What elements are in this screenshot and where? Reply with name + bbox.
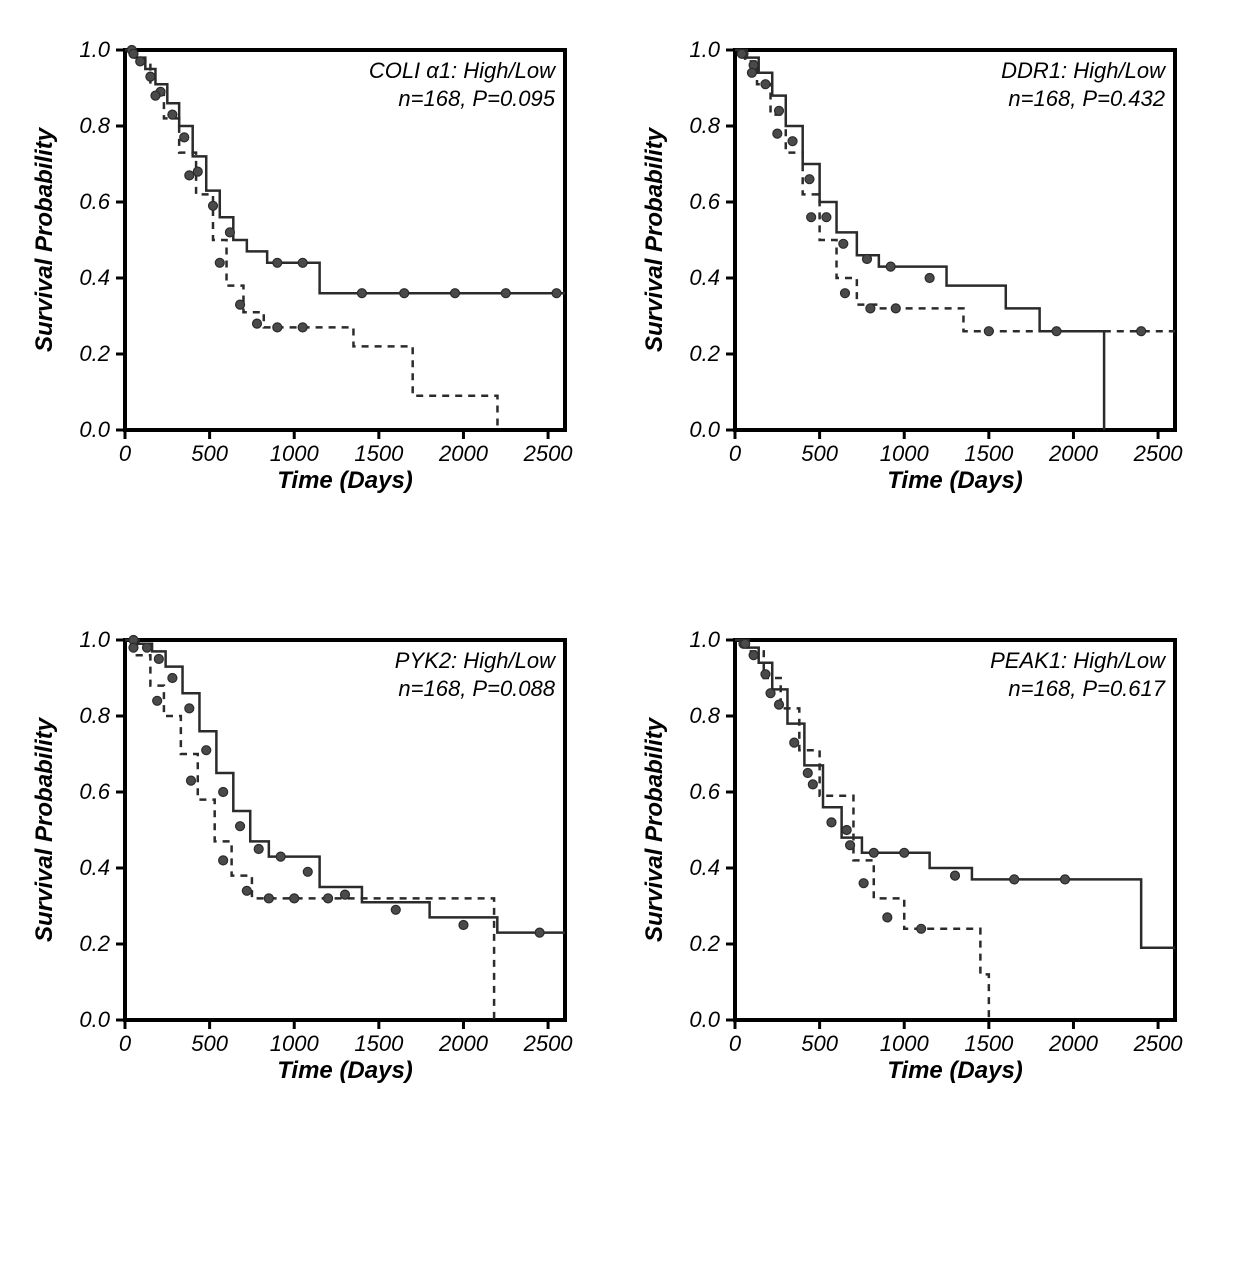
y-tick-label: 0.8: [79, 113, 110, 138]
x-tick-label: 1000: [880, 1031, 930, 1056]
x-tick-label: 500: [191, 441, 228, 466]
y-tick-label: 0.8: [79, 703, 110, 728]
stats-annotation: n=168, P=0.088: [398, 676, 555, 701]
x-axis-label: Time (Days): [887, 1057, 1023, 1084]
survival-panel: 0 500 1000 1500 2000 2500 0.0 0.2 0.4 0.6 0.8 1.0 Ti…: [640, 620, 1200, 1090]
panel-wrapper: 0 500 1000 1500 2000 2500 0.0 0.2 0.4 0.6 0.8 1.0 Ti…: [640, 30, 1210, 500]
x-tick-label: 1500: [964, 441, 1014, 466]
x-tick-label: 0: [119, 441, 132, 466]
y-tick-label: 0.2: [79, 931, 110, 956]
x-tick-label: 500: [801, 1031, 838, 1056]
x-axis-label: Time (Days): [277, 1057, 413, 1084]
y-tick-label: 0.0: [689, 1007, 720, 1032]
y-tick-label: 1.0: [689, 627, 720, 652]
x-tick-label: 2000: [1048, 441, 1099, 466]
x-axis-label: Time (Days): [277, 467, 413, 494]
x-tick-label: 1000: [880, 441, 930, 466]
y-tick-label: 0.0: [79, 417, 110, 442]
y-axis-label: Survival Probability: [641, 126, 668, 352]
y-axis-label: Survival Probability: [641, 716, 668, 942]
x-tick-label: 500: [191, 1031, 228, 1056]
x-tick-label: 1000: [270, 1031, 320, 1056]
y-tick-label: 1.0: [689, 37, 720, 62]
x-tick-label: 500: [801, 441, 838, 466]
x-tick-label: 1500: [354, 441, 404, 466]
x-tick-label: 1500: [964, 1031, 1014, 1056]
y-tick-label: 0.2: [689, 931, 720, 956]
x-tick-label: 0: [119, 1031, 132, 1056]
x-tick-label: 0: [729, 1031, 742, 1056]
y-axis-label: Survival Probability: [31, 126, 58, 352]
x-tick-label: 2500: [1133, 441, 1184, 466]
panel-wrapper: 0 500 1000 1500 2000 2500 0.0 0.2 0.4 0.6 0.8 1.0 Ti…: [30, 30, 600, 500]
survival-panel: 0 500 1000 1500 2000 2500 0.0 0.2 0.4 0.6 0.8 1.0 Ti…: [640, 30, 1200, 500]
gene-annotation: PYK2: High/Low: [395, 648, 557, 673]
survival-panel: 0 500 1000 1500 2000 2500 0.0 0.2 0.4 0.6 0.8 1.0 Ti…: [30, 30, 590, 500]
stats-annotation: n=168, P=0.432: [1008, 86, 1165, 111]
y-tick-label: 0.2: [79, 341, 110, 366]
x-tick-label: 1000: [270, 441, 320, 466]
x-tick-label: 2000: [438, 441, 489, 466]
x-tick-label: 2000: [1048, 1031, 1099, 1056]
survival-charts-grid: 0 500 1000 1500 2000 2500 0.0 0.2 0.4 0.6 0.8 1.0 Ti…: [30, 30, 1210, 1090]
y-tick-label: 0.6: [689, 779, 720, 804]
gene-annotation: COLI α1: High/Low: [369, 58, 557, 83]
y-tick-label: 0.2: [689, 341, 720, 366]
y-tick-label: 0.4: [689, 855, 720, 880]
x-axis-label: Time (Days): [887, 467, 1023, 494]
y-tick-label: 1.0: [79, 627, 110, 652]
x-tick-label: 2500: [523, 1031, 574, 1056]
y-tick-label: 0.8: [689, 113, 720, 138]
y-tick-label: 0.4: [79, 265, 110, 290]
y-tick-label: 0.4: [689, 265, 720, 290]
x-tick-label: 1500: [354, 1031, 404, 1056]
stats-annotation: n=168, P=0.617: [1008, 676, 1165, 701]
y-tick-label: 0.6: [79, 189, 110, 214]
y-axis-label: Survival Probability: [31, 716, 58, 942]
x-tick-label: 2000: [438, 1031, 489, 1056]
survival-panel: 0 500 1000 1500 2000 2500 0.0 0.2 0.4 0.6 0.8 1.0 Ti…: [30, 620, 590, 1090]
panel-wrapper: 0 500 1000 1500 2000 2500 0.0 0.2 0.4 0.6 0.8 1.0 Ti…: [640, 620, 1210, 1090]
x-tick-label: 2500: [523, 441, 574, 466]
panel-wrapper: 0 500 1000 1500 2000 2500 0.0 0.2 0.4 0.6 0.8 1.0 Ti…: [30, 620, 600, 1090]
y-tick-label: 0.6: [689, 189, 720, 214]
x-tick-label: 0: [729, 441, 742, 466]
y-tick-label: 1.0: [79, 37, 110, 62]
y-tick-label: 0.4: [79, 855, 110, 880]
gene-annotation: PEAK1: High/Low: [990, 648, 1167, 673]
y-tick-label: 0.8: [689, 703, 720, 728]
y-tick-label: 0.0: [689, 417, 720, 442]
gene-annotation: DDR1: High/Low: [1001, 58, 1167, 83]
y-tick-label: 0.0: [79, 1007, 110, 1032]
y-tick-label: 0.6: [79, 779, 110, 804]
stats-annotation: n=168, P=0.095: [398, 86, 555, 111]
x-tick-label: 2500: [1133, 1031, 1184, 1056]
